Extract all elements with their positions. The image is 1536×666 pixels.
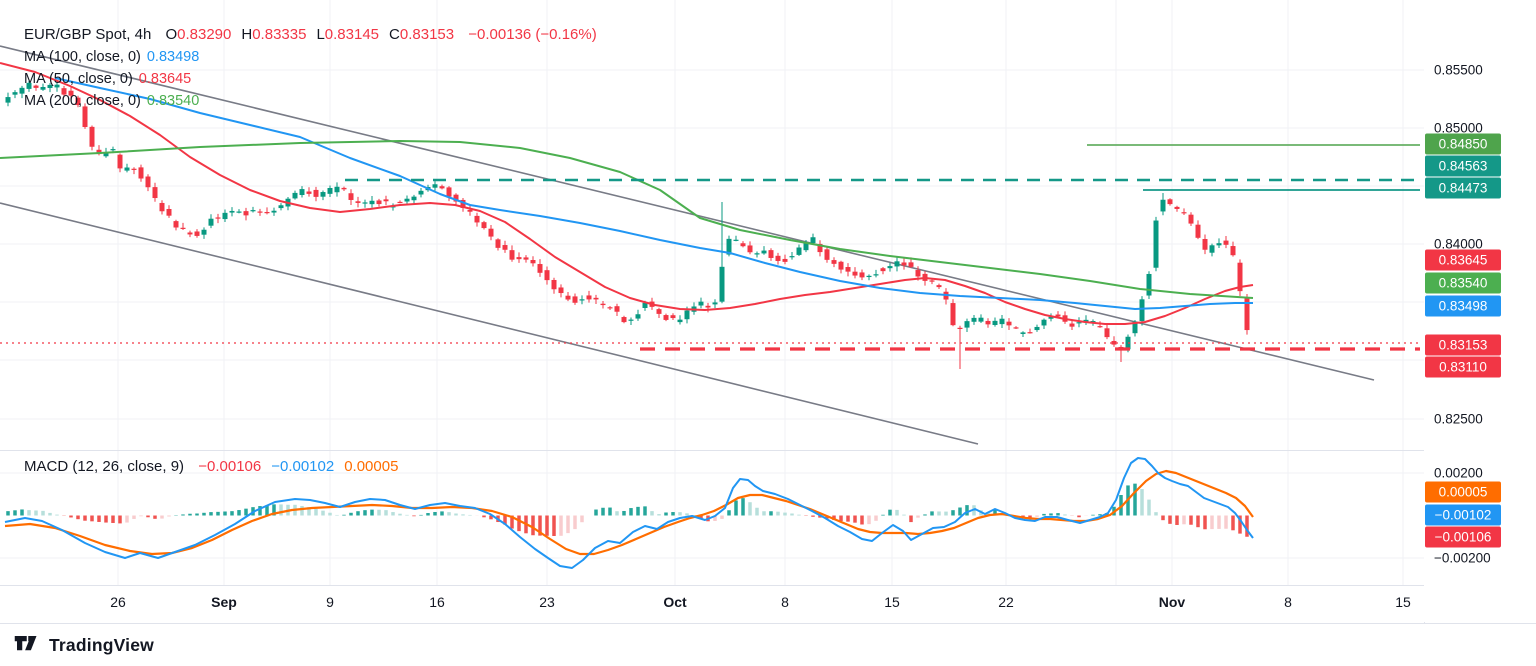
time-axis-label: 16 — [429, 594, 445, 610]
ma-legend-row[interactable]: MA (100, close, 0) 0.83498 — [24, 46, 597, 68]
ma-value: 0.83498 — [146, 49, 200, 65]
ohlc-value: 0.83145 — [324, 26, 380, 43]
time-axis-label: 15 — [1395, 594, 1411, 610]
footer-bar: TradingView — [0, 624, 1536, 666]
axis-tick-label: 0.85000 — [1434, 120, 1483, 136]
price-badge: −0.00106 — [1425, 526, 1501, 548]
time-axis-label: 23 — [539, 594, 555, 610]
macd-value: 0.00005 — [344, 458, 399, 475]
footer-divider — [0, 623, 1536, 624]
time-axis-label: 26 — [110, 594, 126, 610]
ma-legend-row[interactable]: MA (50, close, 0) 0.83645 — [24, 68, 597, 90]
ma-legend-rows: MA (100, close, 0) 0.83498 MA (50, close, … — [24, 46, 597, 112]
price-badge: 0.00005 — [1425, 481, 1501, 503]
time-axis-label: 8 — [781, 594, 789, 610]
tradingview-logo-icon — [14, 636, 37, 651]
ohlc-value: 0.83153 — [399, 26, 455, 43]
price-axis[interactable]: 0.85500 0.85000 0.84000 0.82500 0.00200 −0.00… — [1424, 0, 1536, 622]
axis-tick-label: 0.82500 — [1434, 411, 1483, 427]
time-axis-label: Oct — [663, 594, 687, 610]
price-badge: −0.00102 — [1425, 504, 1501, 526]
ma-label: MA (50, close, 0) — [24, 71, 133, 87]
price-badge: 0.83498 — [1425, 295, 1501, 317]
ohlc-values: O0.83290 H0.83335 L0.83145 C0.83153 — [155, 26, 454, 43]
symbol-title: EUR/GBP Spot, 4h — [24, 26, 152, 43]
ma-value: 0.83645 — [138, 71, 192, 87]
time-axis-label: 8 — [1284, 594, 1292, 610]
time-axis-label: 15 — [884, 594, 900, 610]
axis-tick-label: 0.84000 — [1434, 236, 1483, 252]
axis-tick-label: 0.00200 — [1434, 465, 1483, 481]
price-badge: 0.84473 — [1425, 177, 1501, 199]
time-axis-label: Sep — [211, 594, 237, 610]
time-axis[interactable]: 26 Sep 9 16 23 Oct 8 15 22 Nov 8 15 — [0, 586, 1424, 622]
macd-values: −0.00106 −0.00102 0.00005 — [188, 458, 398, 475]
price-chart[interactable] — [0, 0, 1424, 622]
price-badge: 0.83110 — [1425, 356, 1501, 378]
ohlc-key: H — [241, 26, 253, 43]
macd-pane-legend: MACD (12, 26, close, 9) −0.00106 −0.00102… — [24, 456, 398, 478]
ohlc-key: O — [165, 26, 178, 43]
ohlc-value: 0.83335 — [252, 26, 307, 43]
price-pane-legend: EUR/GBP Spot, 4h O0.83290 H0.83335 L0.8314… — [24, 24, 597, 112]
price-badge: 0.84563 — [1425, 155, 1501, 177]
change-value: −0.00136 (−0.16%) — [468, 26, 597, 43]
time-axis-label: 22 — [998, 594, 1014, 610]
time-axis-label: Nov — [1158, 594, 1186, 610]
ohlc-value: 0.83290 — [177, 26, 232, 43]
price-badge: 0.83540 — [1425, 272, 1501, 294]
macd-label: MACD (12, 26, close, 9) — [24, 458, 185, 475]
pane-divider[interactable] — [0, 450, 1424, 451]
ma-label: MA (100, close, 0) — [24, 49, 141, 65]
macd-value: −0.00106 — [198, 458, 262, 475]
macd-legend-row[interactable]: MACD (12, 26, close, 9) −0.00106 −0.00102… — [24, 456, 398, 478]
price-badge: 0.83153 — [1425, 334, 1501, 356]
axis-tick-label: 0.85500 — [1434, 62, 1483, 78]
symbol-legend-row[interactable]: EUR/GBP Spot, 4h O0.83290 H0.83335 L0.8314… — [24, 24, 597, 46]
tradingview-logo[interactable]: TradingView — [14, 635, 154, 656]
price-badge: 0.84850 — [1425, 133, 1501, 155]
tradingview-logo-text: TradingView — [49, 634, 154, 655]
ohlc-key: C — [389, 26, 400, 43]
ma-label: MA (200, close, 0) — [24, 93, 141, 109]
price-badge: 0.83645 — [1425, 249, 1501, 271]
axis-tick-label: −0.00200 — [1434, 550, 1491, 566]
macd-value: −0.00102 — [271, 458, 335, 475]
time-axis-divider — [0, 585, 1536, 586]
ma-legend-row[interactable]: MA (200, close, 0) 0.83540 — [24, 90, 597, 112]
ohlc-key: L — [316, 26, 325, 43]
time-axis-label: 9 — [326, 594, 334, 610]
ma-value: 0.83540 — [146, 93, 200, 109]
